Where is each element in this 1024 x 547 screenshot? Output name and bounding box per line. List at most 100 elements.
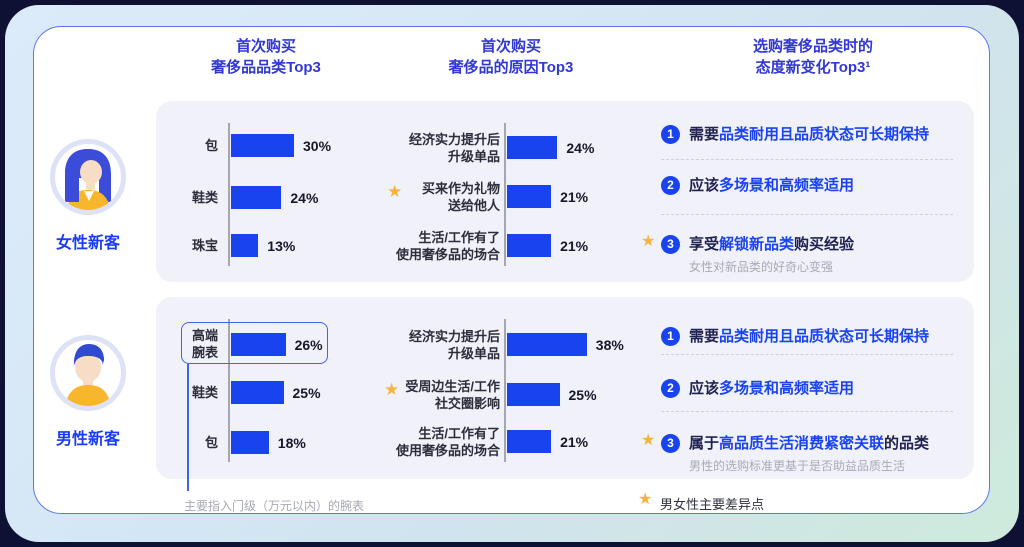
attitude-item: 需要品类耐用且品质状态可长期保持 xyxy=(689,328,929,346)
attitude-text: 需要 xyxy=(689,328,720,345)
female-group-label: 女性新客 xyxy=(55,235,120,252)
bar xyxy=(231,333,286,356)
bar-row: 25% xyxy=(507,383,597,406)
watch-footnote: 主要指入门级（万元以内）的腕表 xyxy=(184,499,365,513)
bar xyxy=(507,333,587,356)
bar-value-label: 24% xyxy=(566,139,595,156)
highlight-box-luxury-watch xyxy=(181,322,328,364)
label-text: 使用奢侈品的场合 xyxy=(395,247,500,262)
rank-badge: 3 xyxy=(661,235,680,254)
category-label: 鞋类 xyxy=(118,189,218,206)
category-label: 珠宝 xyxy=(118,237,218,254)
main-card: 首次购买 奢侈品品类Top3 首次购买 奢侈品的原因Top3 选购奢侈品类时的 … xyxy=(33,26,990,514)
header-line: 态度新变化Top3¹ xyxy=(755,59,871,76)
header-line: 选购奢侈品类时的 xyxy=(752,38,873,55)
column-header-first-purchase-reason: 首次购买 奢侈品的原因Top3 xyxy=(401,36,621,78)
star-icon: ★ xyxy=(638,491,653,508)
bar-row: 21% xyxy=(507,234,588,257)
attitude-highlight: 多场景和高频率适用 xyxy=(719,177,855,194)
bar xyxy=(231,134,294,157)
male-row-panel xyxy=(156,297,974,479)
bar-value-label: 38% xyxy=(595,336,624,353)
bar-row: 38% xyxy=(507,333,624,356)
male-reason-axis xyxy=(504,319,506,462)
reason-label: 受周边生活/工作 社交圈影响 xyxy=(330,378,500,412)
bar-row: 21% xyxy=(507,430,588,453)
bar-value-label: 18% xyxy=(277,434,306,451)
attitude-highlight: 高品质生活消费紧密关联 xyxy=(719,435,885,452)
avatar-male xyxy=(50,335,126,411)
star-legend-note: 男女性主要差异点 xyxy=(660,497,765,512)
dashed-divider xyxy=(661,354,953,355)
female-avatar-illustration xyxy=(65,149,111,210)
label-text: 经济实力提升后 xyxy=(408,132,500,147)
bar xyxy=(507,234,552,257)
female-reason-axis xyxy=(504,123,506,266)
bar-row: 26% xyxy=(231,333,323,356)
reason-label: 买来作为礼物 送给他人 xyxy=(330,180,500,214)
bar-row: 18% xyxy=(231,431,306,454)
star-icon: ★ xyxy=(384,380,400,399)
attitude-text: 属于 xyxy=(689,435,720,452)
label-text: 高端 xyxy=(191,328,218,343)
reason-label: 经济实力提升后 升级单品 xyxy=(330,328,500,362)
male-avatar-illustration xyxy=(65,344,111,406)
attitude-item: 享受解锁新品类购买经验 xyxy=(689,236,854,254)
column-header-attitude-change: 选购奢侈品类时的 态度新变化Top3¹ xyxy=(683,36,943,78)
bar xyxy=(507,430,552,453)
dashed-divider xyxy=(661,411,953,412)
header-line: 奢侈品品类Top3 xyxy=(211,59,321,76)
bar-value-label: 30% xyxy=(303,137,332,154)
bar xyxy=(507,136,558,159)
bar-value-label: 25% xyxy=(568,386,597,403)
header-line: 奢侈品的原因Top3 xyxy=(448,59,574,76)
category-label: 包 xyxy=(118,434,218,451)
column-header-first-purchase-category: 首次购买 奢侈品品类Top3 xyxy=(156,36,376,78)
header-line: 首次购买 xyxy=(480,38,541,55)
star-icon: ★ xyxy=(387,182,403,201)
attitude-highlight: 品类耐用且品质状态可长期保持 xyxy=(719,126,930,143)
attitude-text: 应该 xyxy=(689,177,720,194)
bar xyxy=(231,381,284,404)
attitude-text: 的品类 xyxy=(884,435,930,452)
bar-row: 25% xyxy=(231,381,321,404)
male-group-label: 男性新客 xyxy=(55,431,120,448)
attitude-text: 应该 xyxy=(689,380,720,397)
rank-badge: 2 xyxy=(661,379,680,398)
label-text: 买来作为礼物 xyxy=(421,181,500,196)
category-label: 包 xyxy=(118,137,218,154)
label-text: 升级单品 xyxy=(447,346,500,361)
rank-badge: 1 xyxy=(661,327,680,346)
reason-label: 经济实力提升后 升级单品 xyxy=(330,131,500,165)
female-category-axis xyxy=(228,123,230,266)
attitude-text: 享受 xyxy=(689,236,720,253)
attitude-item: 应该多场景和高频率适用 xyxy=(689,177,854,195)
attitude-item: 应该多场景和高频率适用 xyxy=(689,380,854,398)
bar-value-label: 13% xyxy=(267,237,296,254)
label-text: 腕表 xyxy=(191,345,218,360)
header-line: 首次购买 xyxy=(235,38,296,55)
bar-row: 21% xyxy=(507,185,588,208)
star-icon: ★ xyxy=(641,432,656,449)
rank-badge: 1 xyxy=(661,125,680,144)
label-text: 鞋类 xyxy=(191,190,218,205)
rank-badge: 3 xyxy=(661,434,680,453)
bar-value-label: 26% xyxy=(294,336,323,353)
bar-row: 24% xyxy=(507,136,594,159)
bar xyxy=(231,186,282,209)
attitude-text: 购买经验 xyxy=(794,236,855,253)
label-text: 送给他人 xyxy=(447,198,500,213)
bar xyxy=(231,431,269,454)
category-label: 高端 腕表 xyxy=(118,327,218,361)
bar-row: 13% xyxy=(231,234,295,257)
attitude-item: 属于高品质生活消费紧密关联的品类 xyxy=(689,435,929,453)
bar-value-label: 21% xyxy=(560,237,589,254)
bar-row: 24% xyxy=(231,186,318,209)
label-text: 包 xyxy=(204,138,218,153)
label-text: 使用奢侈品的场合 xyxy=(395,443,500,458)
label-text: 经济实力提升后 xyxy=(408,329,500,344)
dashed-divider xyxy=(661,214,953,215)
attitude-highlight: 多场景和高频率适用 xyxy=(719,380,855,397)
attitude-item: 需要品类耐用且品质状态可长期保持 xyxy=(689,126,929,144)
